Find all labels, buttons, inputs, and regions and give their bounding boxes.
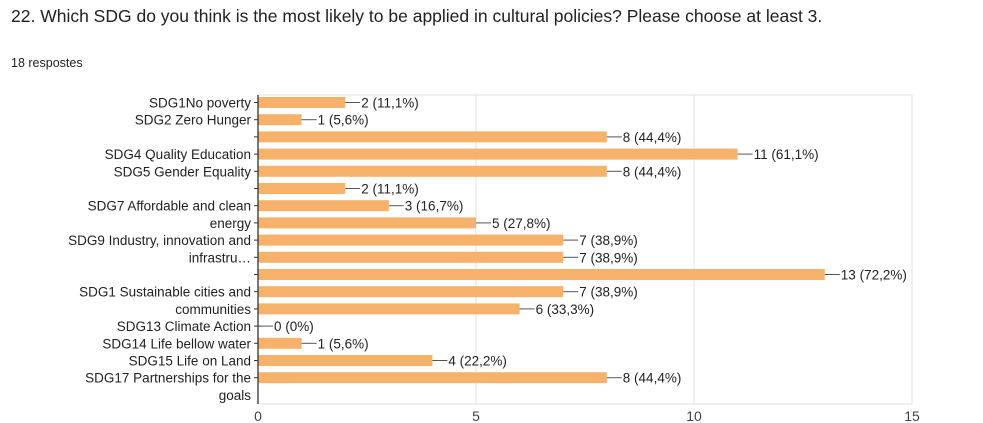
category-label: infrastru… (189, 250, 251, 265)
category-label: SDG2 Zero Hunger (135, 113, 252, 128)
category-label: SDG1No poverty (149, 96, 251, 111)
category-label: energy (210, 216, 252, 231)
value-label: 2 (11,1%) (361, 96, 419, 111)
value-label: 8 (44,4%) (623, 130, 682, 145)
bar (258, 114, 302, 125)
category-label: SDG7 Affordable and clean (88, 199, 251, 214)
x-tick-label: 5 (472, 408, 480, 423)
bar (258, 338, 302, 349)
value-label: 11 (61,1%) (754, 147, 819, 162)
category-label: SDG4 Quality Education (105, 147, 251, 162)
category-label: communities (175, 302, 251, 317)
category-label: SDG17 Partnerships for the (85, 371, 251, 386)
value-label: 8 (44,4%) (623, 371, 682, 386)
value-label: 1 (5,6%) (318, 113, 369, 128)
value-label: 7 (38,9%) (579, 233, 638, 248)
bar (258, 200, 389, 211)
value-label: 6 (33,3%) (536, 302, 595, 317)
bar (258, 252, 563, 263)
category-label: SDG5 Gender Equality (114, 164, 252, 179)
category-label: SDG15 Life on Land (129, 354, 251, 369)
x-tick-label: 10 (686, 408, 702, 423)
bar (258, 303, 520, 314)
value-label: 2 (11,1%) (361, 182, 419, 197)
value-label: 4 (22,2%) (448, 354, 507, 369)
bar (258, 355, 432, 366)
value-label: 0 (0%) (274, 319, 314, 334)
value-label: 5 (27,8%) (492, 216, 551, 231)
bar (258, 97, 345, 108)
x-tick-label: 15 (904, 408, 920, 423)
value-label: 8 (44,4%) (623, 164, 682, 179)
bar (258, 235, 563, 246)
bar (258, 286, 563, 297)
bar (258, 166, 607, 177)
value-label: 7 (38,9%) (579, 250, 638, 265)
value-label: 3 (16,7%) (405, 199, 464, 214)
bar (258, 269, 825, 280)
value-label: 7 (38,9%) (579, 285, 638, 300)
bar (258, 217, 476, 228)
category-label: SDG14 Life bellow water (102, 336, 251, 351)
category-label: SDG13 Climate Action (117, 319, 251, 334)
bar (258, 131, 607, 142)
bar (258, 149, 738, 160)
bar (258, 183, 345, 194)
category-label: SDG9 Industry, innovation and (68, 233, 251, 248)
x-tick-label: 0 (254, 408, 262, 423)
value-label: 1 (5,6%) (318, 336, 369, 351)
category-label: SDG1 Sustainable cities and (79, 285, 251, 300)
value-label: 13 (72,2%) (841, 268, 907, 283)
category-label: goals (219, 388, 252, 403)
bar (258, 372, 607, 383)
